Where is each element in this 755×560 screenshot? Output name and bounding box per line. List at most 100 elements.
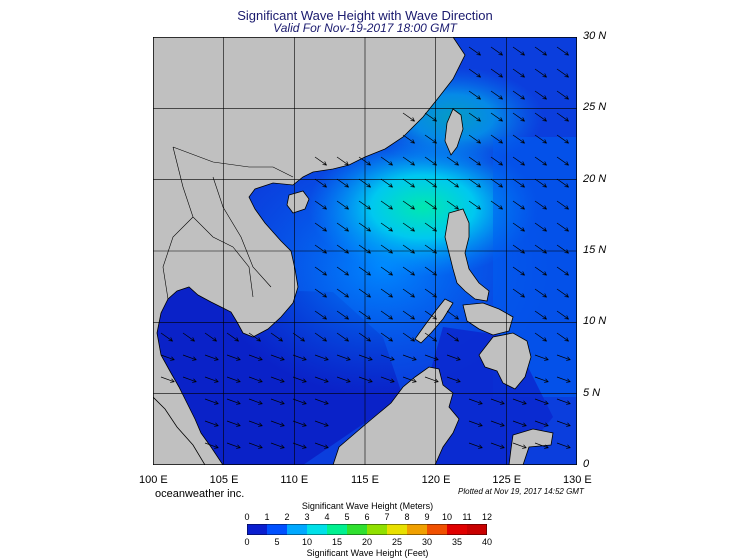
wave-arrow — [270, 442, 285, 449]
wave-arrow — [534, 178, 548, 188]
wave-arrow — [380, 310, 394, 320]
wave-arrow — [468, 442, 483, 449]
wave-arrow — [534, 46, 548, 56]
wave-arrow — [556, 68, 570, 78]
wave-arrow — [446, 310, 460, 320]
wave-arrow — [534, 112, 548, 122]
colorbar-title-feet: Significant Wave Height (Feet) — [306, 548, 429, 558]
colorbar-tick-meters: 10 — [441, 512, 453, 522]
wave-arrow — [490, 112, 504, 122]
wave-arrow — [358, 156, 372, 166]
wave-arrow — [226, 332, 240, 342]
wave-arrow — [534, 398, 549, 405]
wave-arrow — [556, 332, 570, 342]
wave-arrow — [204, 420, 219, 427]
wave-arrow — [358, 178, 372, 188]
wave-arrow — [534, 310, 548, 320]
wave-arrow — [402, 156, 416, 166]
wave-arrow — [160, 376, 175, 383]
wave-arrow — [204, 376, 219, 383]
colorbar-segment — [267, 524, 288, 535]
wave-arrow — [314, 244, 328, 254]
wave-arrow — [512, 68, 526, 78]
wave-arrow — [424, 156, 438, 166]
wave-direction-arrows — [160, 46, 571, 449]
wave-arrow — [402, 376, 417, 383]
wave-arrow — [314, 354, 329, 361]
luzon-strait-high-waves — [308, 137, 538, 277]
colorbar-tick-feet: 35 — [451, 537, 463, 547]
wave-arrow — [512, 420, 527, 427]
wave-arrow — [380, 266, 394, 276]
wave-arrow — [226, 442, 241, 449]
colorbar-segment — [387, 524, 408, 535]
colorbar-segment — [447, 524, 468, 535]
wave-arrow — [358, 288, 372, 298]
wave-arrow — [182, 332, 196, 342]
colorbar-segment — [467, 524, 487, 535]
wave-arrow — [248, 398, 263, 405]
colorbar-segment — [367, 524, 388, 535]
wave-arrow — [226, 354, 241, 361]
wave-arrow — [336, 156, 350, 166]
wave-arrow — [468, 200, 482, 210]
wave-arrow — [358, 200, 372, 210]
wave-arrow — [534, 332, 548, 342]
wave-arrow — [292, 420, 307, 427]
wave-arrow — [226, 376, 241, 383]
land-hainan — [286, 190, 310, 214]
colorbar-segment — [347, 524, 368, 535]
wave-arrow — [512, 244, 526, 254]
wave-arrow — [358, 376, 373, 383]
wave-arrow — [424, 266, 438, 276]
wave-arrow — [424, 200, 438, 210]
wave-arrow — [556, 134, 570, 144]
map-subtitle: Valid For Nov-19-2017 18:00 GMT — [273, 21, 457, 35]
wave-arrow — [490, 200, 504, 210]
wave-arrow — [314, 376, 329, 383]
wave-arrow — [314, 178, 328, 188]
wave-arrow — [512, 178, 526, 188]
wave-arrow — [446, 156, 460, 166]
wave-arrow — [534, 354, 549, 361]
lat-label: 25 N — [583, 101, 607, 114]
wave-arrow — [402, 332, 416, 342]
wave-arrow — [424, 134, 438, 144]
wave-arrow — [292, 332, 306, 342]
lon-label: 125 E — [492, 474, 522, 486]
wave-arrow — [556, 354, 571, 361]
wave-arrow — [446, 332, 460, 342]
land-mainland-asia — [153, 37, 466, 465]
wave-arrow — [534, 156, 548, 166]
country-borders — [162, 146, 294, 300]
brand-label: oceanweather inc. — [155, 488, 245, 500]
wave-arrow — [512, 200, 526, 210]
wave-arrow — [248, 332, 262, 342]
wave-arrow — [380, 376, 395, 383]
wave-arrow — [534, 222, 548, 232]
wave-arrow — [556, 222, 570, 232]
wave-arrow — [182, 354, 197, 361]
wave-arrow — [314, 332, 328, 342]
colorbar — [247, 524, 487, 535]
wave-arrow — [314, 420, 329, 427]
wave-arrow — [490, 442, 505, 449]
wave-arrow — [424, 178, 438, 188]
wave-arrow — [490, 178, 504, 188]
lat-label: 20 N — [583, 172, 607, 185]
colorbar-title-meters: Significant Wave Height (Meters) — [301, 501, 434, 511]
wave-arrow — [556, 288, 570, 298]
wave-arrow — [512, 222, 526, 232]
wave-arrow — [248, 442, 263, 449]
wave-arrow — [314, 222, 328, 232]
wave-arrow — [424, 112, 438, 122]
wave-arrow — [512, 288, 526, 298]
colorbar-tick-meters: 9 — [424, 512, 430, 522]
colorbar-segment — [307, 524, 328, 535]
wave-arrow — [512, 266, 526, 276]
wave-arrow — [424, 332, 438, 342]
wave-arrow — [314, 200, 328, 210]
wave-arrow — [534, 442, 549, 449]
colorbar-tick-meters: 11 — [462, 512, 472, 522]
lon-label: 115 E — [351, 474, 379, 486]
